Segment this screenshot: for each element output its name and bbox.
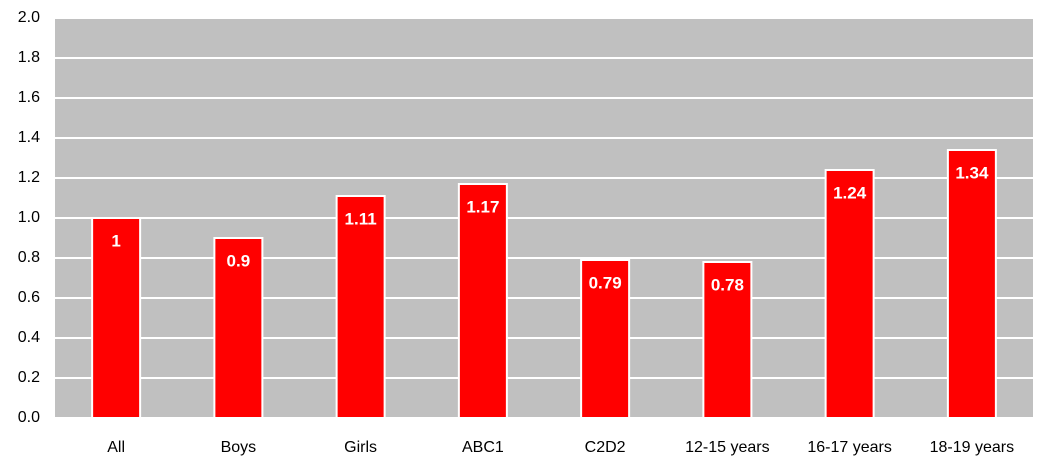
y-tick-label: 1.2 [18, 169, 40, 186]
y-tick-label: 1.6 [18, 89, 40, 106]
bar [580, 259, 631, 419]
bar [335, 195, 386, 419]
value-label: 1.17 [466, 197, 499, 216]
y-tick-label: 0.0 [18, 409, 40, 426]
x-tick-label: C2D2 [585, 439, 626, 456]
y-tick-label: 2.0 [18, 9, 40, 26]
value-label: 0.9 [227, 251, 251, 270]
y-tick-label: 1.8 [18, 49, 40, 66]
y-tick-label: 0.8 [18, 249, 40, 266]
bar [824, 169, 875, 419]
x-tick-label: 16-17 years [807, 439, 892, 456]
value-label: 0.78 [711, 275, 744, 294]
y-tick-label: 0.4 [18, 329, 40, 346]
bar [946, 149, 997, 419]
x-tick-label: ABC1 [462, 439, 504, 456]
bar [91, 217, 142, 419]
bar [213, 237, 264, 419]
y-tick-label: 0.6 [18, 289, 40, 306]
value-label: 1.11 [345, 209, 377, 228]
value-label: 0.79 [589, 273, 622, 292]
x-tick-label: 12-15 years [685, 439, 770, 456]
x-tick-label: Girls [344, 439, 377, 456]
y-tick-label: 1.0 [18, 209, 40, 226]
x-tick-label: All [107, 439, 125, 456]
bar [457, 183, 508, 419]
y-tick-label: 0.2 [18, 369, 40, 386]
y-tick-label: 1.4 [18, 129, 40, 146]
value-label: 1 [111, 231, 120, 250]
value-label: 1.34 [955, 163, 989, 182]
x-tick-label: Boys [221, 439, 257, 456]
value-label: 1.24 [833, 183, 867, 202]
x-tick-label: 18-19 years [930, 439, 1015, 456]
bar [702, 261, 753, 419]
